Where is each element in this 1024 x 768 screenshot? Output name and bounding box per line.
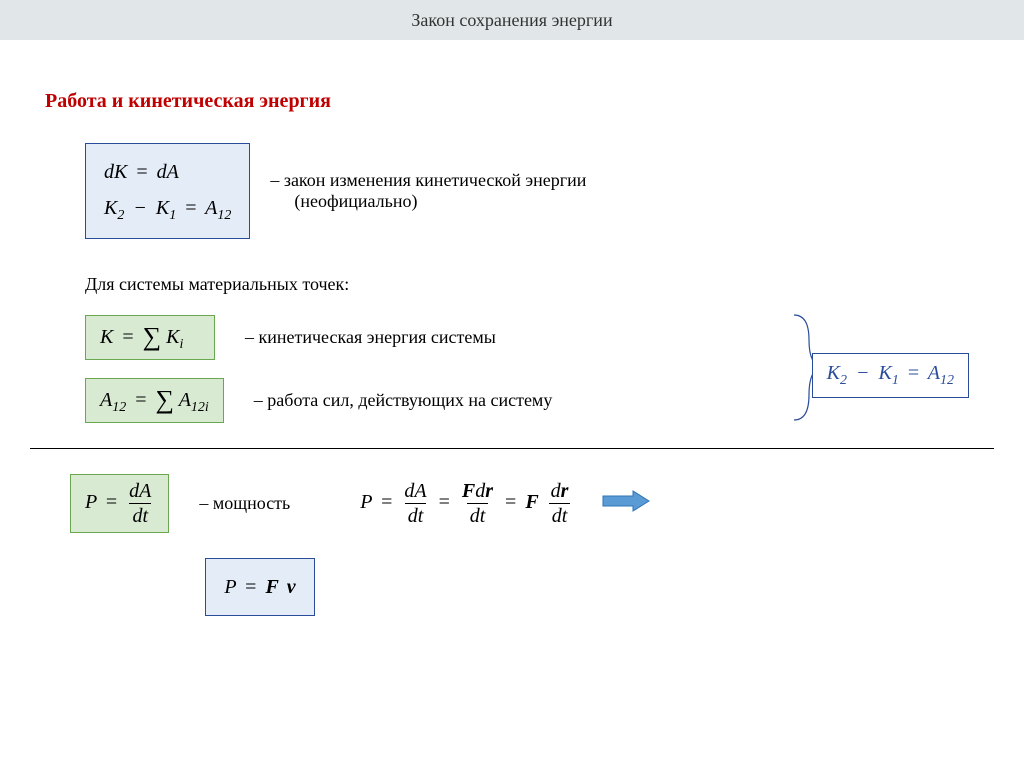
kinetic-law-caption: – закон изменения кинетической энергии (270, 170, 586, 191)
page-title: Закон сохранения энергии (411, 10, 612, 31)
work-sum-box: A12 = ∑ A12i (85, 378, 224, 423)
kinetic-law-row: dK = dA K2 − K1 = A12 – закон изменения … (85, 143, 1024, 239)
kinetic-sum-box: K = ∑ Ki (85, 315, 215, 360)
divider (30, 448, 994, 449)
final-result-box: P = F v (205, 558, 314, 616)
power-caption: – мощность (199, 493, 290, 514)
eq-K2-K1-A12: K2 − K1 = A12 (104, 190, 231, 228)
kinetic-law-caption-wrap: – закон изменения кинетической энергии (… (270, 170, 586, 212)
content-area: dK = dA K2 − K1 = A12 – закон изменения … (0, 143, 1024, 616)
subtitle: Работа и кинетическая энергия (45, 90, 1024, 113)
kinetic-sum-caption: – кинетическая энергия системы (245, 327, 496, 348)
title-bar: Закон сохранения энергии (0, 0, 1024, 40)
eq-system-result: K2 − K1 = A12 (812, 353, 969, 398)
power-chain: P = dA dt = Fdr dt = F dr dt (360, 481, 571, 526)
power-box: P = dA dt (70, 474, 169, 533)
work-sum-caption: – работа сил, действующих на систему (254, 390, 553, 411)
power-row: P = dA dt – мощность P = dA dt = Fdr dt (70, 474, 1024, 533)
arrow-right-icon (601, 489, 651, 518)
kinetic-law-caption-sub: (неофициально) (294, 191, 586, 212)
system-block: K = ∑ Ki – кинетическая энергия системы … (85, 315, 1024, 423)
eq-dK-dA: dK = dA (104, 154, 231, 190)
kinetic-law-box: dK = dA K2 − K1 = A12 (85, 143, 250, 239)
system-label: Для системы материальных точек: (85, 274, 1024, 295)
system-result-box: K2 − K1 = A12 (812, 353, 969, 398)
final-result-wrap: P = F v (0, 558, 520, 616)
